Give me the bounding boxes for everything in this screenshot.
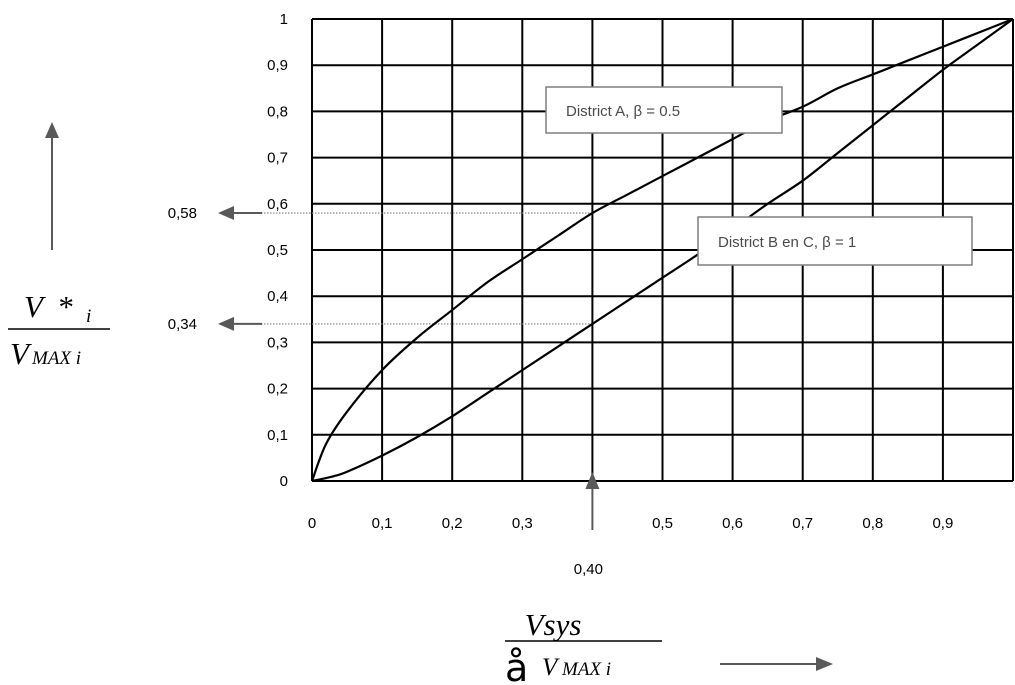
callout-label: District A, β = 0.5 [566, 103, 680, 120]
x-tick-label: 0,1 [372, 515, 393, 532]
x-tick-label: 0,7 [792, 515, 813, 532]
callout-box [545, 86, 783, 134]
y-tick-label: 1 [280, 11, 288, 28]
x-tick-label: 0,8 [862, 515, 883, 532]
y-label-denominator-main: V [10, 336, 32, 371]
y-tick-label: 0,3 [267, 334, 288, 351]
annotations: 0,580,340,40 [168, 205, 603, 578]
callouts: District A, β = 0.5 District B en C, β = … [545, 86, 973, 266]
x-label-denominator-sub: MAX i [561, 659, 611, 680]
x-axis-label: Vsys å V MAX i [505, 607, 662, 685]
y-marker-label: 0,58 [168, 205, 197, 222]
y-label-numerator-sub: i [86, 306, 91, 327]
x-label-denominator-main: V [542, 654, 560, 681]
x-marker-label: 0,40 [574, 561, 603, 578]
y-marker-label: 0,34 [168, 316, 197, 333]
y-tick-label: 0 [280, 473, 288, 490]
right-arrow-icon [720, 657, 833, 671]
y-tick-label: 0,8 [267, 103, 288, 120]
x-tick-label: 0,5 [652, 515, 673, 532]
x-tick-label: 0,3 [512, 515, 533, 532]
y-tick-label: 0,2 [267, 381, 288, 398]
guide-lines [228, 212, 593, 325]
y-axis-label: V * i V MAX i [8, 289, 110, 371]
series-line-0 [310, 17, 1014, 482]
x-tick-label: 0,6 [722, 515, 743, 532]
y-label-denominator-sub: MAX i [31, 348, 81, 369]
y-tick-label: 0,7 [267, 150, 288, 167]
callout-label: District B en C, β = 1 [718, 234, 856, 251]
up-arrow-icon [45, 122, 59, 250]
y-tick-label: 0,6 [267, 196, 288, 213]
callout-box [697, 216, 973, 266]
y-tick-label: 0,9 [267, 57, 288, 74]
left-arrow-icon [218, 316, 234, 331]
x-label-numerator: Vsys [525, 607, 582, 642]
sigma-icon: å [505, 646, 528, 685]
y-label-numerator-main: V [24, 289, 46, 324]
left-arrow-icon [218, 206, 234, 221]
series-layer [310, 17, 1014, 483]
x-tick-label: 0,9 [932, 515, 953, 532]
up-arrow-icon [585, 472, 600, 489]
x-tick-label: 0 [308, 515, 316, 532]
x-tick-labels: 0 0,1 0,2 0,3 0,5 0,6 0,7 0,8 0,9 [308, 515, 954, 532]
series-line-1 [311, 18, 1014, 483]
y-tick-label: 0,4 [267, 288, 288, 305]
y-label-numerator-star: * [57, 289, 73, 324]
y-tick-label: 0,1 [267, 427, 288, 444]
y-tick-labels: 0 0,1 0,2 0,3 0,4 0,5 0,6 0,7 0,8 0,9 1 [267, 11, 288, 490]
x-tick-label: 0,2 [442, 515, 463, 532]
y-tick-label: 0,5 [267, 242, 288, 259]
